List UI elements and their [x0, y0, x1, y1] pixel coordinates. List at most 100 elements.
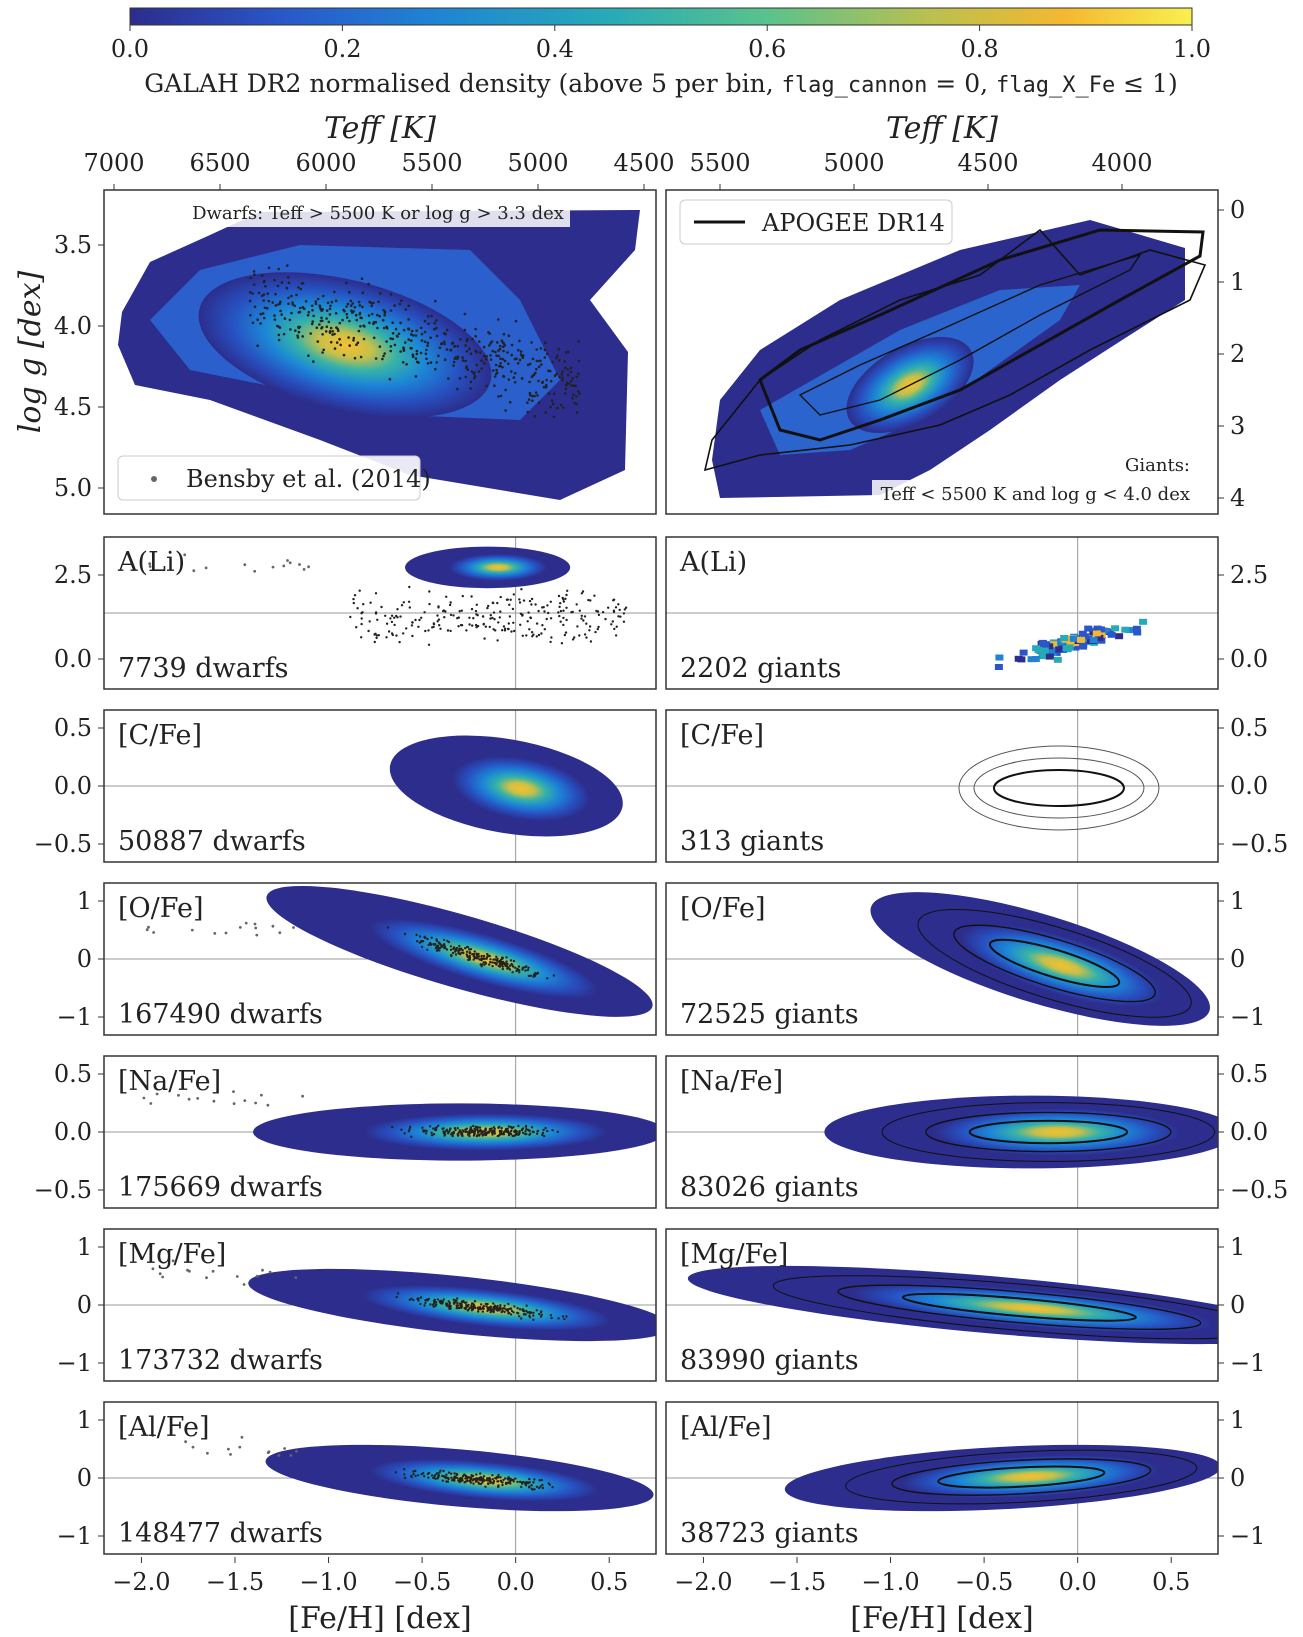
bensby-star	[488, 1307, 492, 1310]
bensby-star	[525, 1304, 528, 1307]
bensby-star	[266, 1451, 270, 1454]
bensby-star	[512, 593, 515, 596]
dwarfs-abundance-plot	[104, 883, 656, 1035]
bensby-star	[495, 962, 498, 965]
bensby-star	[248, 291, 252, 294]
bensby-star	[436, 948, 440, 951]
bensby-star	[552, 974, 555, 977]
bensby-star	[448, 603, 452, 607]
bensby-dwarf-stars	[248, 264, 581, 419]
bensby-star	[496, 1309, 499, 1312]
bensby-star	[410, 329, 414, 333]
bensby-star	[434, 1304, 437, 1308]
teff-tick-label: 5500	[401, 149, 462, 177]
bensby-star	[502, 332, 506, 336]
bensby-star	[464, 947, 467, 950]
bensby-star	[451, 951, 455, 955]
colorbar-gradient	[129, 7, 1193, 26]
bensby-star	[601, 611, 605, 614]
bensby-star	[489, 354, 492, 357]
bensby-star	[389, 293, 393, 296]
bensby-star	[508, 615, 512, 618]
element-label: [C/Fe]	[680, 720, 764, 751]
bensby-star	[486, 1302, 489, 1306]
element-label: [C/Fe]	[118, 720, 202, 751]
logg-tick-label: 4.5	[54, 393, 92, 421]
bensby-star	[405, 627, 408, 630]
bensby-star	[360, 277, 364, 281]
bensby-star	[514, 319, 518, 323]
bensby-star	[589, 599, 592, 602]
bensby-star	[441, 1479, 444, 1482]
bensby-star	[460, 624, 464, 627]
bensby-star	[505, 965, 508, 968]
bensby-star	[152, 931, 156, 934]
bensby-star	[490, 1127, 493, 1130]
bensby-star	[553, 392, 556, 396]
giants-count: 313 giants	[680, 826, 824, 857]
bensby-star	[510, 1127, 514, 1130]
density-bin	[1089, 637, 1098, 644]
bensby-star	[468, 616, 471, 619]
y-tick-label: 0.0	[54, 1118, 92, 1146]
teff-tick-label: 4500	[613, 149, 674, 177]
bensby-star	[468, 951, 471, 954]
bensby-star	[526, 363, 530, 367]
bensby-star	[238, 1445, 242, 1449]
bensby-star	[512, 621, 515, 624]
bensby-star	[304, 300, 308, 303]
bensby-star	[361, 611, 364, 614]
bensby-star	[463, 1301, 467, 1305]
density-bin	[994, 664, 1003, 670]
bensby-star	[417, 1474, 420, 1477]
bensby-star	[188, 1269, 191, 1273]
bensby-star	[278, 326, 282, 329]
density-bin	[1053, 656, 1062, 663]
bensby-star	[484, 1485, 487, 1489]
y-tick-label: 0.0	[1230, 1118, 1268, 1146]
bensby-star	[541, 380, 545, 384]
y-tick-label: −0.5	[34, 830, 92, 858]
bensby-star	[401, 361, 405, 364]
dwarfs-hr-frame	[103, 189, 657, 515]
bensby-star	[560, 642, 564, 645]
bensby-star	[572, 393, 575, 397]
bensby-star	[488, 332, 491, 335]
bensby-star	[475, 350, 479, 354]
abundance-row-2: [C/Fe] 50887 dwarfs [C/Fe] 313 giants 0.5 0.5…	[34, 709, 1288, 863]
bensby-star	[530, 597, 534, 601]
bensby-star	[542, 385, 546, 389]
bensby-star	[393, 343, 397, 347]
y-tick-label: 0.5	[54, 714, 92, 742]
bensby-star	[274, 292, 277, 296]
bensby-star	[286, 559, 289, 562]
bensby-star	[456, 345, 460, 348]
apogee-contour	[881, 1102, 1216, 1162]
bensby-star	[253, 569, 257, 573]
bensby-star	[430, 1131, 433, 1135]
bensby-star	[504, 1308, 508, 1311]
bensby-star	[430, 1474, 434, 1477]
bensby-star	[607, 606, 610, 609]
bensby-star	[523, 966, 527, 969]
bensby-star	[508, 603, 511, 606]
bensby-star	[377, 634, 380, 637]
bensby-star	[205, 1276, 208, 1280]
bensby-star	[262, 280, 266, 284]
bensby-star	[374, 320, 378, 324]
density-bin	[1057, 639, 1066, 646]
dwarfs-count: 167490 dwarfs	[118, 999, 323, 1030]
bensby-star	[524, 1130, 527, 1133]
y-tick-label: 0	[77, 1464, 92, 1492]
bensby-star	[497, 1480, 500, 1483]
bensby-star	[505, 960, 508, 963]
giants-count: 83026 giants	[680, 1172, 859, 1203]
feh-tick-label: −1.0	[299, 1568, 357, 1596]
density-bin	[1019, 649, 1028, 656]
bensby-star	[509, 598, 512, 601]
bensby-star	[495, 368, 498, 372]
bensby-star	[482, 345, 486, 349]
bensby-star	[394, 1471, 397, 1474]
y-tick-label: 0.5	[1230, 714, 1268, 742]
bensby-star	[494, 363, 498, 367]
